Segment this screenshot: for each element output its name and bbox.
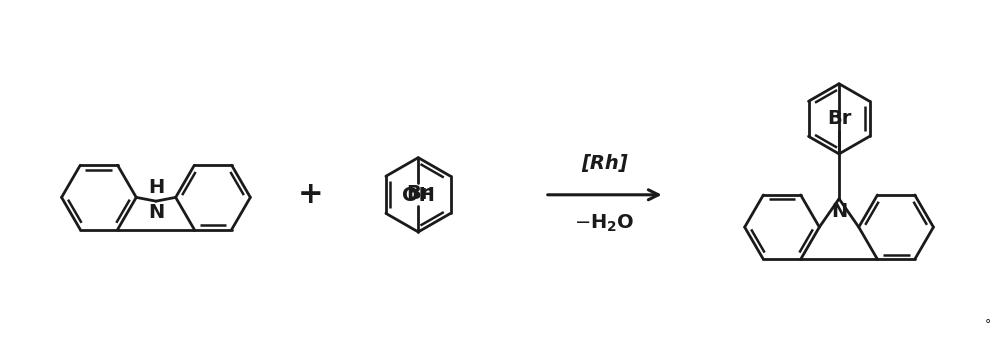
- Text: +: +: [298, 180, 323, 209]
- Text: Br: Br: [406, 184, 430, 203]
- Text: Br: Br: [827, 109, 851, 128]
- Text: N: N: [148, 203, 164, 222]
- Text: °: °: [984, 318, 991, 331]
- Text: [Rh]: [Rh]: [581, 154, 628, 173]
- Text: $-\mathregular{H_2O}$: $-\mathregular{H_2O}$: [574, 212, 635, 234]
- Text: OH: OH: [402, 186, 435, 205]
- Text: H: H: [148, 178, 164, 197]
- Text: N: N: [831, 202, 847, 221]
